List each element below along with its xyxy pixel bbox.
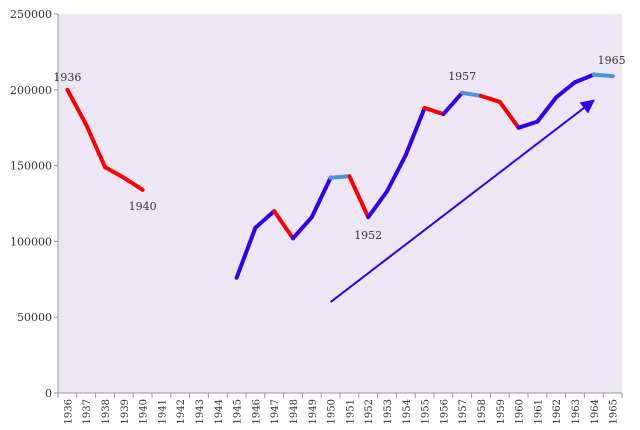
x-tick-label: 1959 [496, 399, 507, 424]
x-tick-label: 1961 [533, 399, 544, 424]
x-tick-label: 1953 [383, 399, 394, 424]
x-tick-label: 1957 [458, 399, 469, 424]
annotation-label: 1957 [448, 70, 476, 83]
x-tick-label: 1960 [515, 399, 526, 424]
y-tick-label: 150000 [10, 160, 52, 173]
annotation-label: 1952 [354, 229, 382, 242]
line-segment [460, 90, 483, 98]
line-segment [422, 105, 446, 117]
y-tick-label: 50000 [17, 311, 52, 324]
x-tick-label: 1946 [251, 399, 262, 424]
x-tick-label: 1940 [139, 399, 150, 424]
x-tick-label: 1937 [82, 399, 93, 424]
line-segment [497, 99, 521, 130]
line-segment [291, 215, 314, 241]
x-tick-label: 1944 [214, 399, 225, 424]
x-tick-label: 1950 [327, 399, 338, 424]
x-tick-label: 1941 [157, 399, 168, 424]
line-segment [121, 175, 145, 192]
x-tick-label: 1948 [289, 399, 300, 424]
x-tick-label: 1952 [364, 399, 375, 424]
line-segment [272, 209, 295, 241]
line-segment [253, 209, 277, 230]
x-tick-label: 1962 [552, 399, 563, 424]
plot-area [58, 14, 622, 393]
x-tick-label: 1947 [270, 399, 281, 424]
x-axis: 1936 1937 1938 1939 1940 1941 1942 1943 1944 1945… [57, 392, 623, 424]
line-segment [84, 122, 107, 170]
line-segment [479, 93, 502, 104]
x-tick-label: 1936 [63, 399, 74, 424]
line-segment [234, 225, 258, 280]
line-segment [309, 175, 333, 220]
y-tick-label: 0 [45, 387, 52, 400]
line-segment [535, 95, 559, 124]
line-segment [65, 87, 89, 127]
line-segment [403, 105, 427, 157]
annotations: 1936 1940 1952 1957 1965 [53, 54, 625, 242]
line-segment [347, 174, 371, 220]
x-tick-label: 1939 [120, 399, 131, 424]
x-tick-label: 1958 [477, 399, 488, 424]
y-tick-label: 100000 [10, 235, 52, 248]
y-tick-label: 250000 [10, 8, 52, 21]
line-segment [554, 80, 577, 100]
x-tick-label: 1965 [609, 399, 620, 424]
x-tick-label: 1956 [439, 399, 450, 424]
x-tick-label: 1949 [308, 399, 319, 424]
line-segment [328, 174, 352, 180]
trend-arrow [329, 99, 595, 303]
x-tick-label: 1954 [402, 399, 413, 424]
line-segment [103, 165, 126, 180]
line-segment [385, 152, 408, 194]
annotation-label: 1965 [598, 54, 626, 67]
x-tick-label: 1951 [345, 399, 356, 424]
trend-arrow-group [329, 99, 595, 303]
line-segment [516, 119, 540, 130]
line-segment [591, 72, 615, 79]
y-tick-label: 200000 [10, 84, 52, 97]
line-segment [366, 189, 389, 220]
annotation-label: 1936 [53, 71, 81, 84]
line-segment [441, 90, 465, 117]
y-axis: 0 50000 100000 150000 200000 250000 [10, 8, 59, 400]
x-tick-label: 1955 [421, 399, 432, 424]
x-tick-label: 1942 [176, 399, 187, 424]
x-tick-label: 1938 [101, 399, 112, 424]
line-segment [573, 72, 596, 85]
annotation-label: 1940 [129, 200, 157, 213]
x-tick-label: 1943 [195, 399, 206, 424]
x-tick-label: 1963 [571, 399, 582, 424]
data-series [65, 72, 615, 280]
x-tick-label: 1964 [590, 399, 601, 424]
x-tick-label: 1945 [233, 399, 244, 424]
